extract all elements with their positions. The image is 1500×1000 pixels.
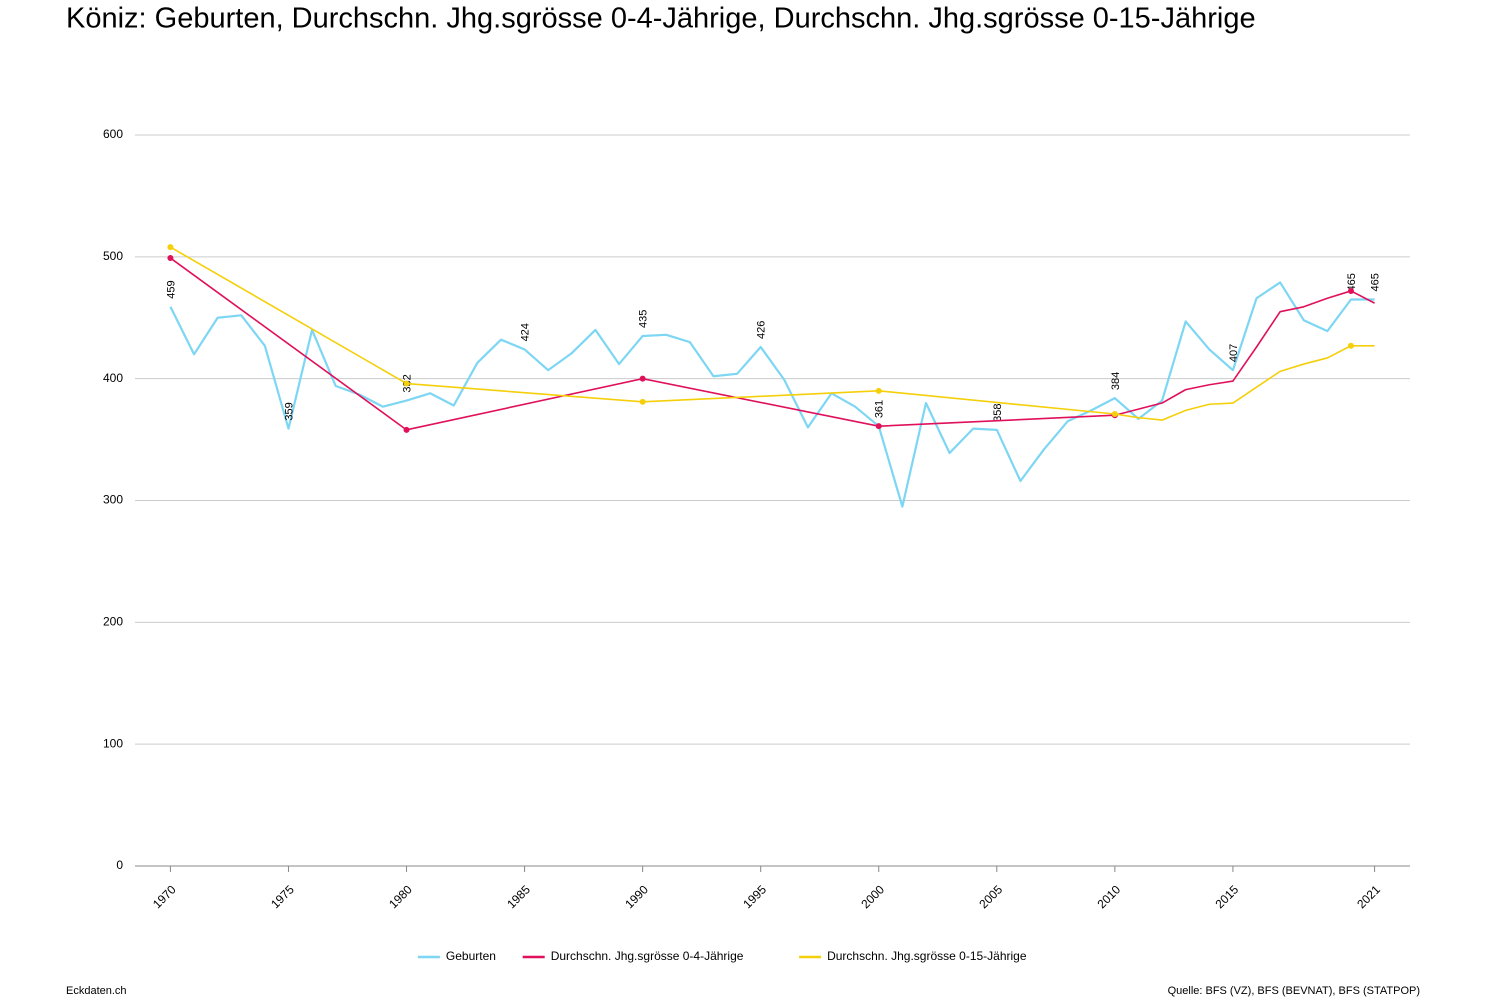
legend-label: Durchschn. Jhg.sgrösse 0-15-Jährige	[827, 949, 1027, 963]
x-tick-label: 1990	[622, 882, 651, 911]
data-label: 465	[1346, 273, 1358, 291]
y-tick-label: 0	[116, 858, 123, 872]
series-line	[169, 257, 1375, 431]
point	[403, 426, 410, 433]
chart-title: Köniz: Geburten, Durchschn. Jhg.sgrösse …	[66, 3, 1256, 35]
point	[875, 423, 882, 430]
point	[875, 387, 882, 394]
x-tick-label: 1995	[740, 882, 769, 911]
series-line	[170, 246, 1375, 421]
y-tick-label: 200	[103, 615, 123, 629]
point	[403, 380, 410, 387]
footer-left: Eckdaten.ch	[66, 985, 127, 997]
data-label: 384	[1110, 372, 1122, 390]
series-line	[169, 281, 1375, 508]
data-label: 358	[992, 403, 1004, 421]
data-label: 407	[1228, 344, 1240, 362]
x-tick-label: 1975	[268, 882, 297, 911]
y-tick-label: 300	[103, 493, 123, 507]
x-tick-label: 2000	[858, 882, 887, 911]
point	[167, 244, 174, 251]
data-label: 465	[1370, 273, 1382, 291]
y-tick-label: 500	[103, 249, 123, 263]
data-label: 459	[165, 280, 177, 298]
data-label: 435	[638, 310, 650, 328]
data-label: 361	[874, 400, 886, 418]
point	[1347, 342, 1354, 349]
x-tick-label: 2010	[1094, 882, 1123, 911]
point	[1111, 410, 1118, 417]
x-tick-label: 2015	[1212, 882, 1241, 911]
y-tick-label: 100	[103, 736, 123, 750]
x-tick-label: 1985	[504, 882, 533, 911]
x-tick-label: 2005	[976, 882, 1005, 911]
data-label: 426	[756, 321, 768, 339]
x-tick-label: 2021	[1354, 882, 1383, 911]
legend-label: Geburten	[446, 949, 496, 963]
point	[639, 398, 646, 405]
data-label: 359	[283, 402, 295, 420]
y-tick-label: 600	[103, 127, 123, 141]
point	[167, 255, 174, 262]
point	[1347, 287, 1354, 294]
x-tick-label: 1970	[150, 882, 179, 911]
footer-right: Quelle: BFS (VZ), BFS (BEVNAT), BFS (STA…	[1168, 985, 1420, 997]
legend-label: Durchschn. Jhg.sgrösse 0-4-Jährige	[551, 949, 744, 963]
x-tick-label: 1980	[386, 882, 415, 911]
point	[639, 375, 646, 382]
data-label: 424	[520, 323, 532, 341]
y-tick-label: 400	[103, 371, 123, 385]
